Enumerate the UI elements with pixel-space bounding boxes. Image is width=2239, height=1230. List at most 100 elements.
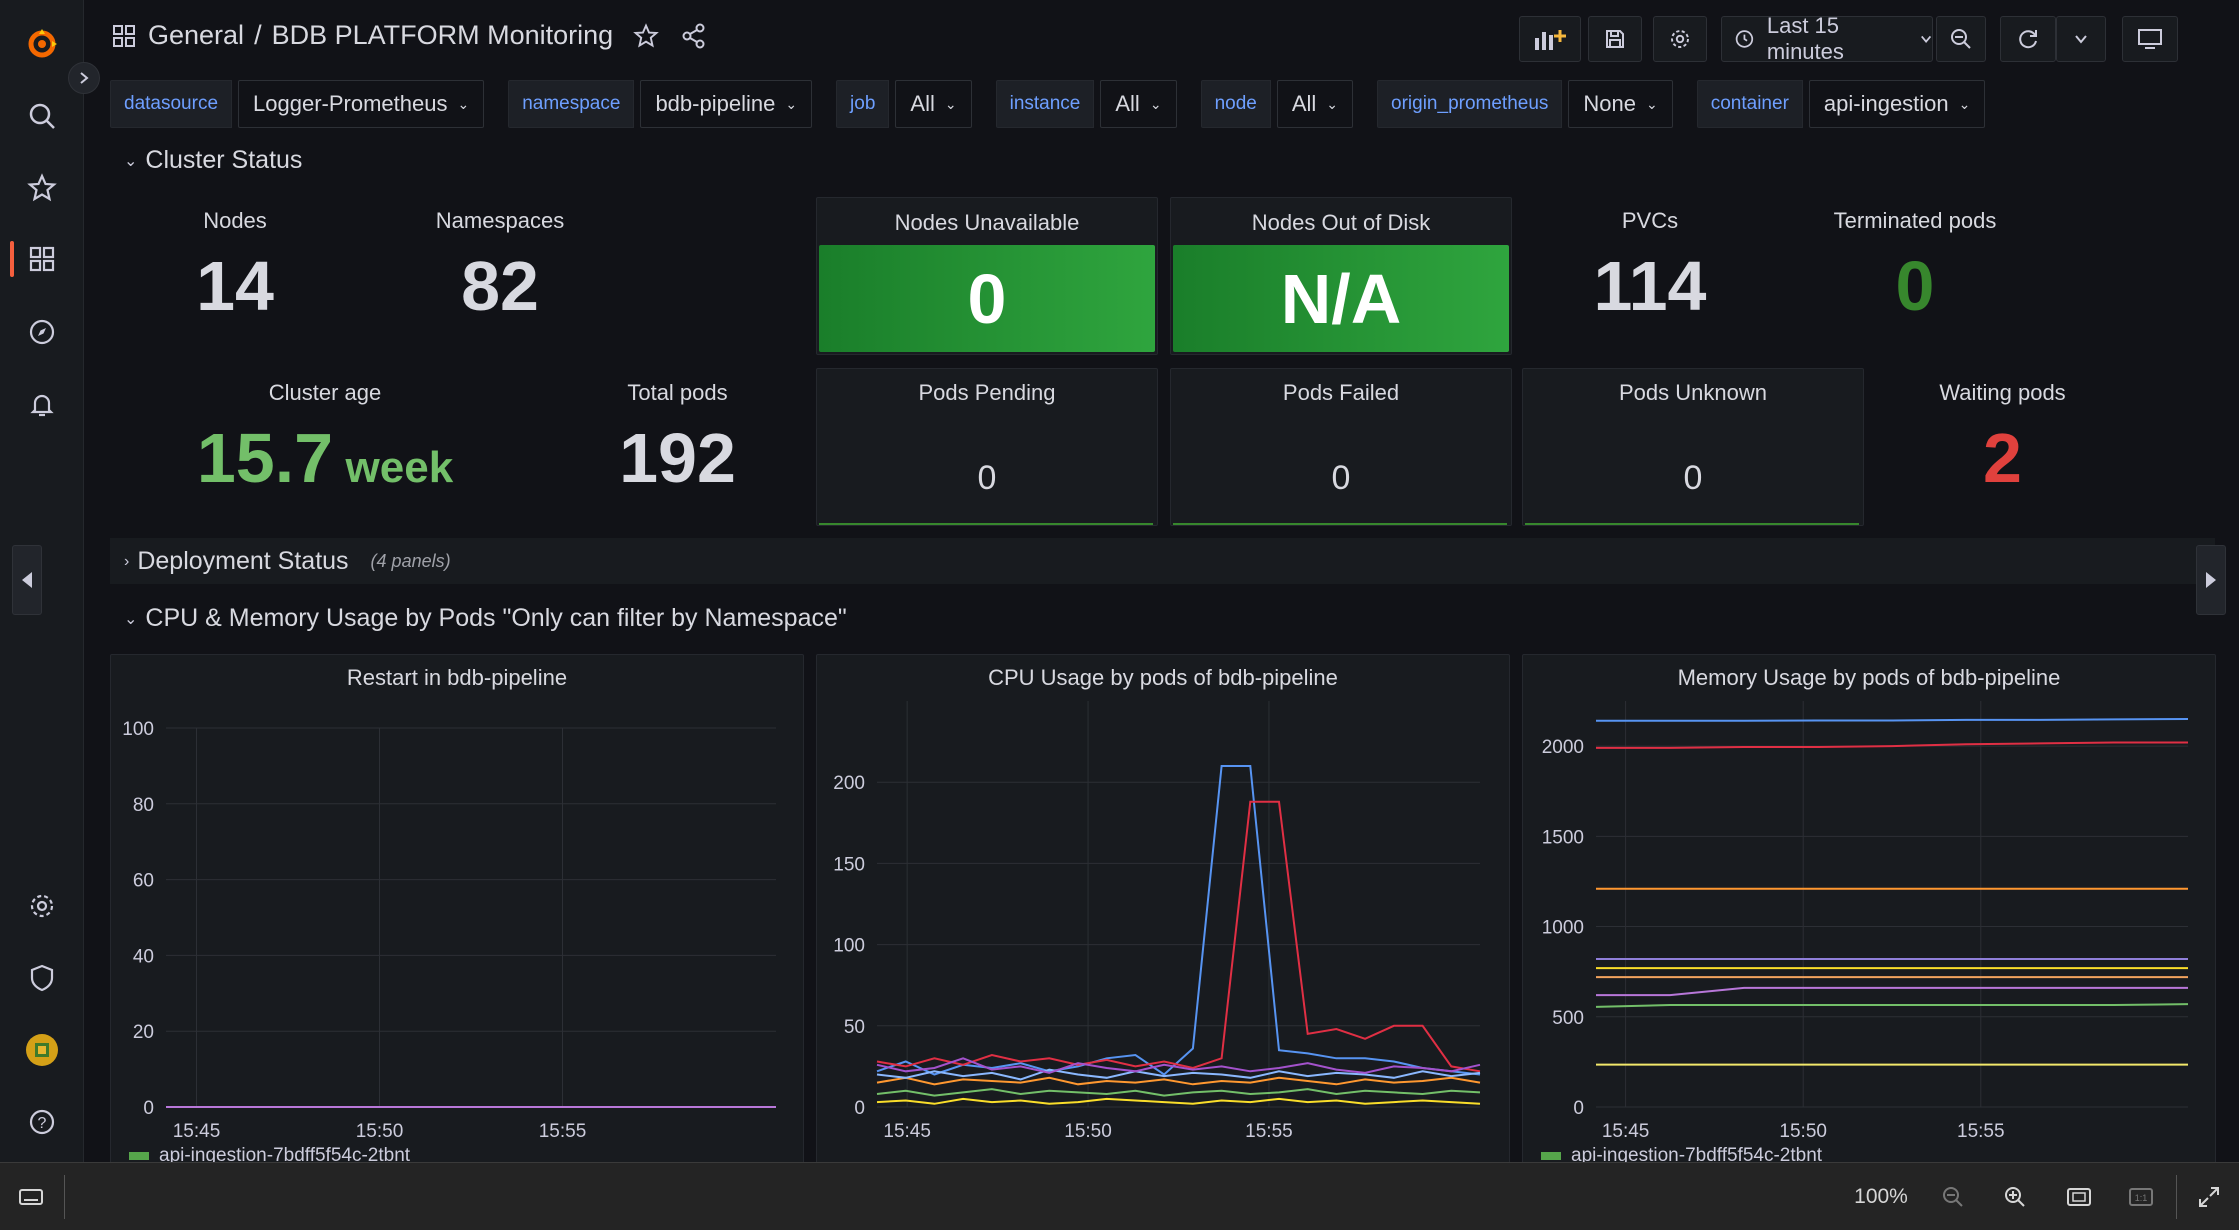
favorite-star-icon[interactable] — [633, 22, 660, 49]
dashboards-grid-icon — [113, 24, 135, 47]
help-icon[interactable]: ? — [22, 1102, 62, 1142]
var-select-container[interactable]: api-ingestion ⌄ — [1808, 80, 1986, 128]
refresh-icon — [2019, 30, 2037, 49]
explore-icon[interactable] — [22, 312, 62, 352]
stat-pods-unknown: Pods Unknown 0 — [1522, 368, 1864, 526]
fullscreen-icon[interactable] — [2192, 1181, 2226, 1213]
y-tick-label: 1000 — [1542, 918, 1584, 939]
expand-sidebar-button[interactable] — [68, 62, 100, 94]
stat-pods-pending: Pods Pending 0 — [816, 368, 1158, 526]
var-select-namespace[interactable]: bdb-pipeline ⌄ — [640, 80, 813, 128]
panel-restart[interactable]: Restart in bdb-pipeline 0 20 40 60 80 100 15:4… — [110, 654, 804, 1164]
stat-nodes-out-of-disk: Nodes Out of Disk N/A — [1170, 197, 1512, 355]
search-icon[interactable] — [22, 96, 62, 136]
legend-label: api-ingestion-7bdff5f54c-2tbnt — [1571, 1145, 1823, 1164]
row-deployment-status[interactable]: › Deployment Status (4 panels) — [124, 547, 451, 576]
zoom-in-icon[interactable] — [1998, 1181, 2032, 1213]
svg-text:?: ? — [38, 1115, 47, 1132]
stat-title: Namespaces — [435, 208, 565, 233]
x-tick-label: 15:50 — [356, 1121, 404, 1142]
user-avatar[interactable] — [22, 1030, 62, 1070]
chevron-down-icon: ⌄ — [1149, 95, 1162, 112]
stat-waiting-pods: Waiting pods 2 — [1900, 380, 2105, 498]
zoom-out-time-button[interactable] — [1936, 16, 1986, 62]
panel-title: Memory Usage by pods of bdb-pipeline — [1677, 665, 2061, 690]
chart-legend[interactable]: api-ingestion-7bdff5f54c-2tbnt — [129, 1145, 410, 1163]
sparkline — [819, 523, 1153, 525]
var-select-origin-prometheus[interactable]: None ⌄ — [1568, 80, 1673, 128]
panel-memory-usage[interactable]: Memory Usage by pods of bdb-pipeline 0 50… — [1522, 654, 2216, 1164]
chevron-down-icon: ⌄ — [785, 95, 798, 112]
alerting-bell-icon[interactable] — [22, 384, 62, 424]
scroll-right-button[interactable] — [2196, 545, 2226, 615]
y-tick-label: 1500 — [1542, 827, 1584, 848]
var-label-instance: instance — [995, 80, 1095, 128]
refresh-button[interactable] — [2000, 16, 2056, 62]
breadcrumb-folder[interactable]: General — [148, 20, 245, 50]
series-line — [876, 1076, 1481, 1086]
refresh-interval-dropdown[interactable] — [2056, 16, 2106, 62]
viewer-statusbar: 100% 1:1 — [0, 1162, 2239, 1230]
statusbar-divider — [2176, 1175, 2177, 1219]
clock-icon — [1735, 30, 1754, 48]
series-line — [876, 800, 1481, 1073]
dashboards-icon[interactable] — [22, 239, 62, 279]
y-tick-label: 0 — [143, 1098, 154, 1119]
y-tick-label: 0 — [1573, 1098, 1584, 1119]
var-value-instance: All — [1115, 91, 1140, 116]
row-cpu-memory[interactable]: ⌄ CPU & Memory Usage by Pods "Only can f… — [124, 604, 847, 633]
template-variables: datasource Logger-Prometheus ⌄ namespace … — [110, 80, 2009, 128]
var-select-node[interactable]: All ⌄ — [1276, 80, 1354, 128]
keyboard-icon[interactable] — [14, 1181, 48, 1213]
statusbar-divider — [64, 1175, 65, 1219]
legend-swatch — [1541, 1152, 1561, 1160]
var-value-job: All — [910, 91, 935, 116]
var-label-origin-prometheus: origin_prometheus — [1377, 80, 1563, 128]
dashboard-settings-button[interactable] — [1653, 16, 1707, 62]
zoom-out-icon[interactable] — [1936, 1181, 1970, 1213]
chevron-right-icon: › — [124, 552, 130, 570]
cpu-usage-chart: 0 50 100 150 200 15:45 15:50 15:55 — [833, 701, 1481, 1142]
panel-title: CPU Usage by pods of bdb-pipeline — [988, 665, 1338, 690]
stat-value: 2 — [1983, 419, 2022, 497]
dashboard-nav: General / BDB PLATFORM Monitoring Last 1… — [84, 0, 2239, 76]
breadcrumb: General / BDB PLATFORM Monitoring — [112, 20, 707, 51]
stat-value: 0 — [1895, 247, 1935, 325]
save-dashboard-button[interactable] — [1588, 16, 1642, 62]
shield-icon[interactable] — [22, 958, 62, 998]
row-cluster-status[interactable]: ⌄ Cluster Status — [124, 146, 302, 175]
var-value-origin-prometheus: None — [1583, 91, 1636, 116]
svg-text:1:1: 1:1 — [2135, 1193, 2148, 1203]
var-select-job[interactable]: All ⌄ — [895, 80, 972, 128]
y-tick-label: 0 — [854, 1098, 865, 1119]
grafana-logo-icon[interactable] — [22, 24, 62, 64]
chart-legend[interactable]: api-ingestion-7bdff5f54c-2tbnt — [1541, 1145, 1823, 1164]
chevron-down-icon — [1920, 35, 1931, 43]
stat-title: Terminated pods — [1833, 208, 1997, 233]
x-tick-label: 15:55 — [539, 1121, 587, 1142]
settings-gear-icon[interactable] — [22, 886, 62, 926]
series-line — [876, 1068, 1481, 1081]
chevron-down-icon: ⌄ — [124, 152, 138, 170]
dashboard-title[interactable]: BDB PLATFORM Monitoring — [271, 20, 614, 50]
time-range-label: Last 15 minutes — [1766, 13, 1844, 64]
y-tick-label: 150 — [833, 854, 865, 875]
share-icon[interactable] — [681, 23, 707, 49]
var-select-datasource[interactable]: Logger-Prometheus ⌄ — [238, 80, 485, 128]
series-line — [876, 1057, 1481, 1074]
series-line — [876, 1097, 1481, 1105]
panel-cpu-usage[interactable]: CPU Usage by pods of bdb-pipeline 0 50 100… — [816, 654, 1510, 1164]
var-label-job: job — [836, 80, 890, 128]
var-select-instance[interactable]: All ⌄ — [1100, 80, 1177, 128]
x-tick-label: 15:45 — [173, 1121, 221, 1142]
sparkline — [1173, 523, 1507, 525]
add-panel-button[interactable] — [1519, 16, 1581, 62]
tv-mode-button[interactable] — [2122, 16, 2178, 62]
scroll-left-button[interactable] — [12, 545, 42, 615]
time-range-picker[interactable]: Last 15 minutes — [1721, 13, 1933, 64]
save-icon — [1606, 30, 1624, 48]
stat-nodes-unavailable: Nodes Unavailable 0 — [816, 197, 1158, 355]
fit-to-window-icon[interactable] — [2062, 1181, 2096, 1213]
actual-size-icon[interactable]: 1:1 — [2124, 1181, 2158, 1213]
starred-icon[interactable] — [22, 168, 62, 208]
